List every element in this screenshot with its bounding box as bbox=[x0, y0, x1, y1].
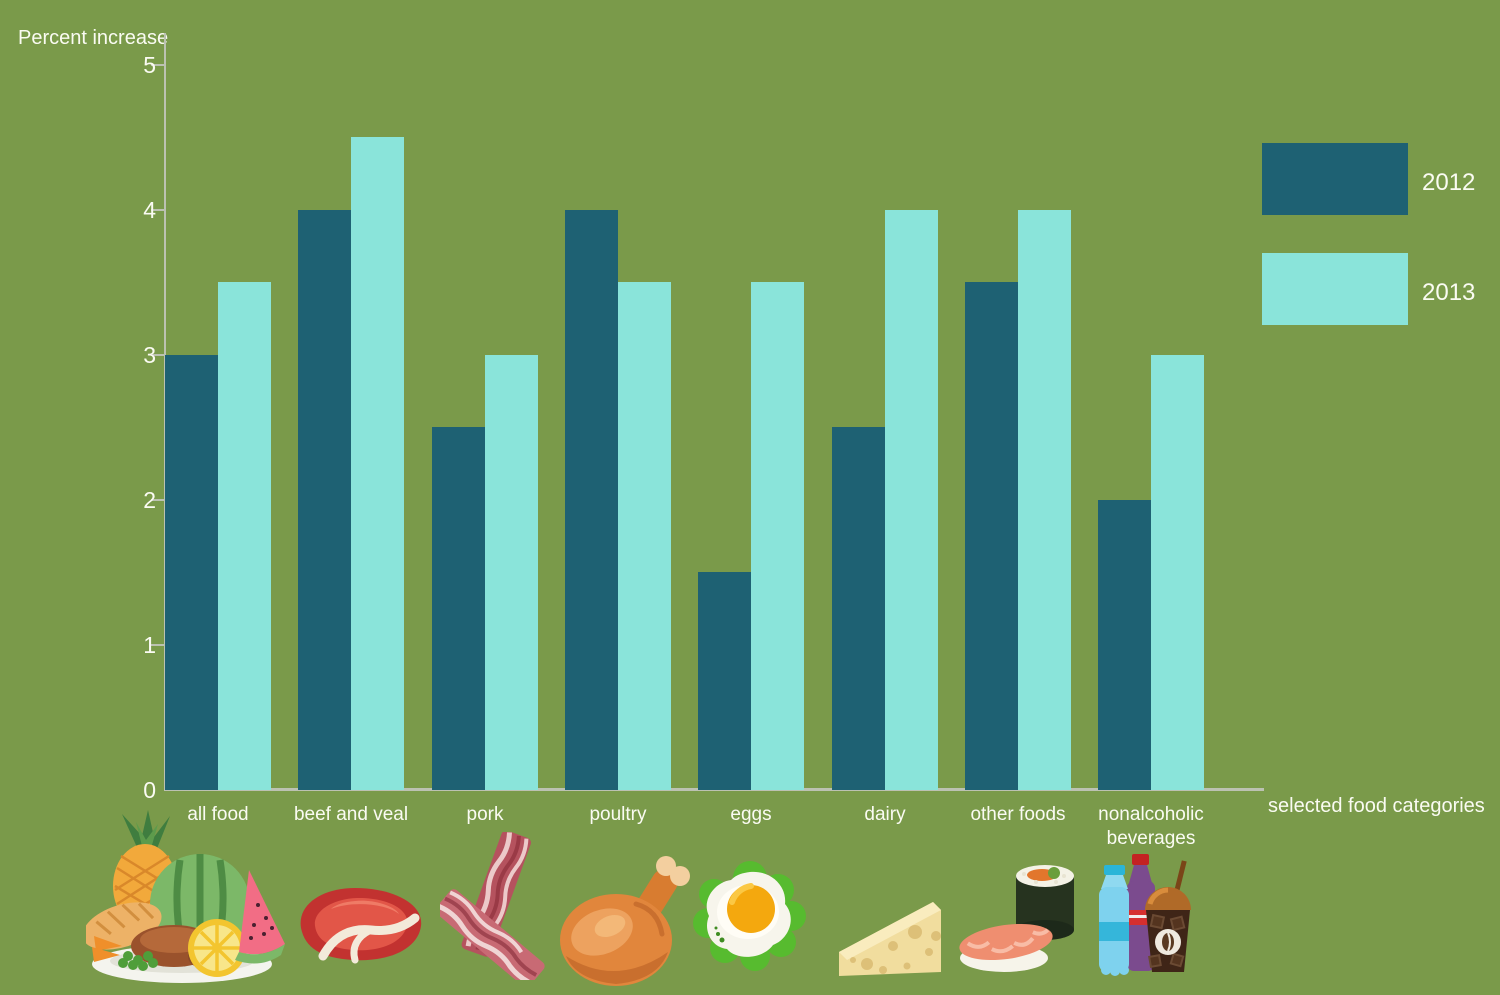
bar-2013-other-foods bbox=[1018, 210, 1071, 790]
legend-swatch-2012 bbox=[1262, 143, 1408, 215]
bar-2012-dairy bbox=[832, 427, 885, 790]
bar-2013-pork bbox=[485, 355, 538, 790]
bar-2012-all-food bbox=[165, 355, 218, 790]
x-axis-title: selected food categories bbox=[1268, 795, 1485, 817]
bacon-icon bbox=[440, 832, 545, 980]
category-label-eggs: eggs bbox=[730, 804, 772, 825]
roast-chicken-icon bbox=[560, 856, 690, 986]
y-tick-5 bbox=[151, 64, 164, 66]
category-label-beef-and-veal: beef and veal bbox=[293, 804, 409, 825]
bar-2012-poultry bbox=[565, 210, 618, 790]
legend-label-2013: 2013 bbox=[1422, 279, 1476, 306]
y-tick-3 bbox=[151, 354, 164, 356]
category-label-poultry: poultry bbox=[589, 804, 647, 825]
category-label-other-foods: other foods bbox=[970, 804, 1066, 825]
y-axis-title: Percent increase bbox=[18, 27, 169, 49]
bar-2013-all-food bbox=[218, 282, 271, 790]
category-label-nonalcoholic-beverages: nonalcoholic beverages bbox=[1098, 804, 1204, 849]
y-tick-label-2: 2 bbox=[143, 487, 156, 513]
y-tick-4 bbox=[151, 209, 164, 211]
category-label-pork: pork bbox=[466, 804, 504, 825]
bar-2012-beef-and-veal bbox=[298, 210, 351, 790]
bar-2012-nonalcoholic-beverages bbox=[1098, 500, 1151, 790]
bar-2013-nonalcoholic-beverages bbox=[1151, 355, 1204, 790]
bar-2012-other-foods bbox=[965, 282, 1018, 790]
category-label-all-food: all food bbox=[187, 804, 249, 825]
y-tick-2 bbox=[151, 499, 164, 501]
legend-label-2012: 2012 bbox=[1422, 169, 1476, 196]
fried-egg-icon bbox=[693, 861, 806, 971]
bar-2013-eggs bbox=[751, 282, 804, 790]
beverages-icon bbox=[1099, 854, 1191, 976]
bar-2013-beef-and-veal bbox=[351, 137, 404, 790]
steak-icon bbox=[300, 888, 422, 964]
y-tick-label-5: 5 bbox=[143, 52, 156, 78]
bar-2012-pork bbox=[432, 427, 485, 790]
cheese-icon bbox=[839, 902, 941, 976]
bar-2013-poultry bbox=[618, 282, 671, 790]
y-tick-1 bbox=[151, 644, 164, 646]
y-tick-label-3: 3 bbox=[143, 342, 156, 368]
y-tick-label-1: 1 bbox=[143, 632, 156, 658]
bar-2012-eggs bbox=[698, 572, 751, 790]
y-tick-label-0: 0 bbox=[143, 777, 156, 803]
fruit-plate-icon bbox=[86, 810, 285, 983]
legend-swatch-2013 bbox=[1262, 253, 1408, 325]
category-label-dairy: dairy bbox=[864, 804, 906, 825]
y-tick-label-4: 4 bbox=[143, 197, 156, 223]
bar-2013-dairy bbox=[885, 210, 938, 790]
sushi-icon bbox=[959, 865, 1074, 972]
